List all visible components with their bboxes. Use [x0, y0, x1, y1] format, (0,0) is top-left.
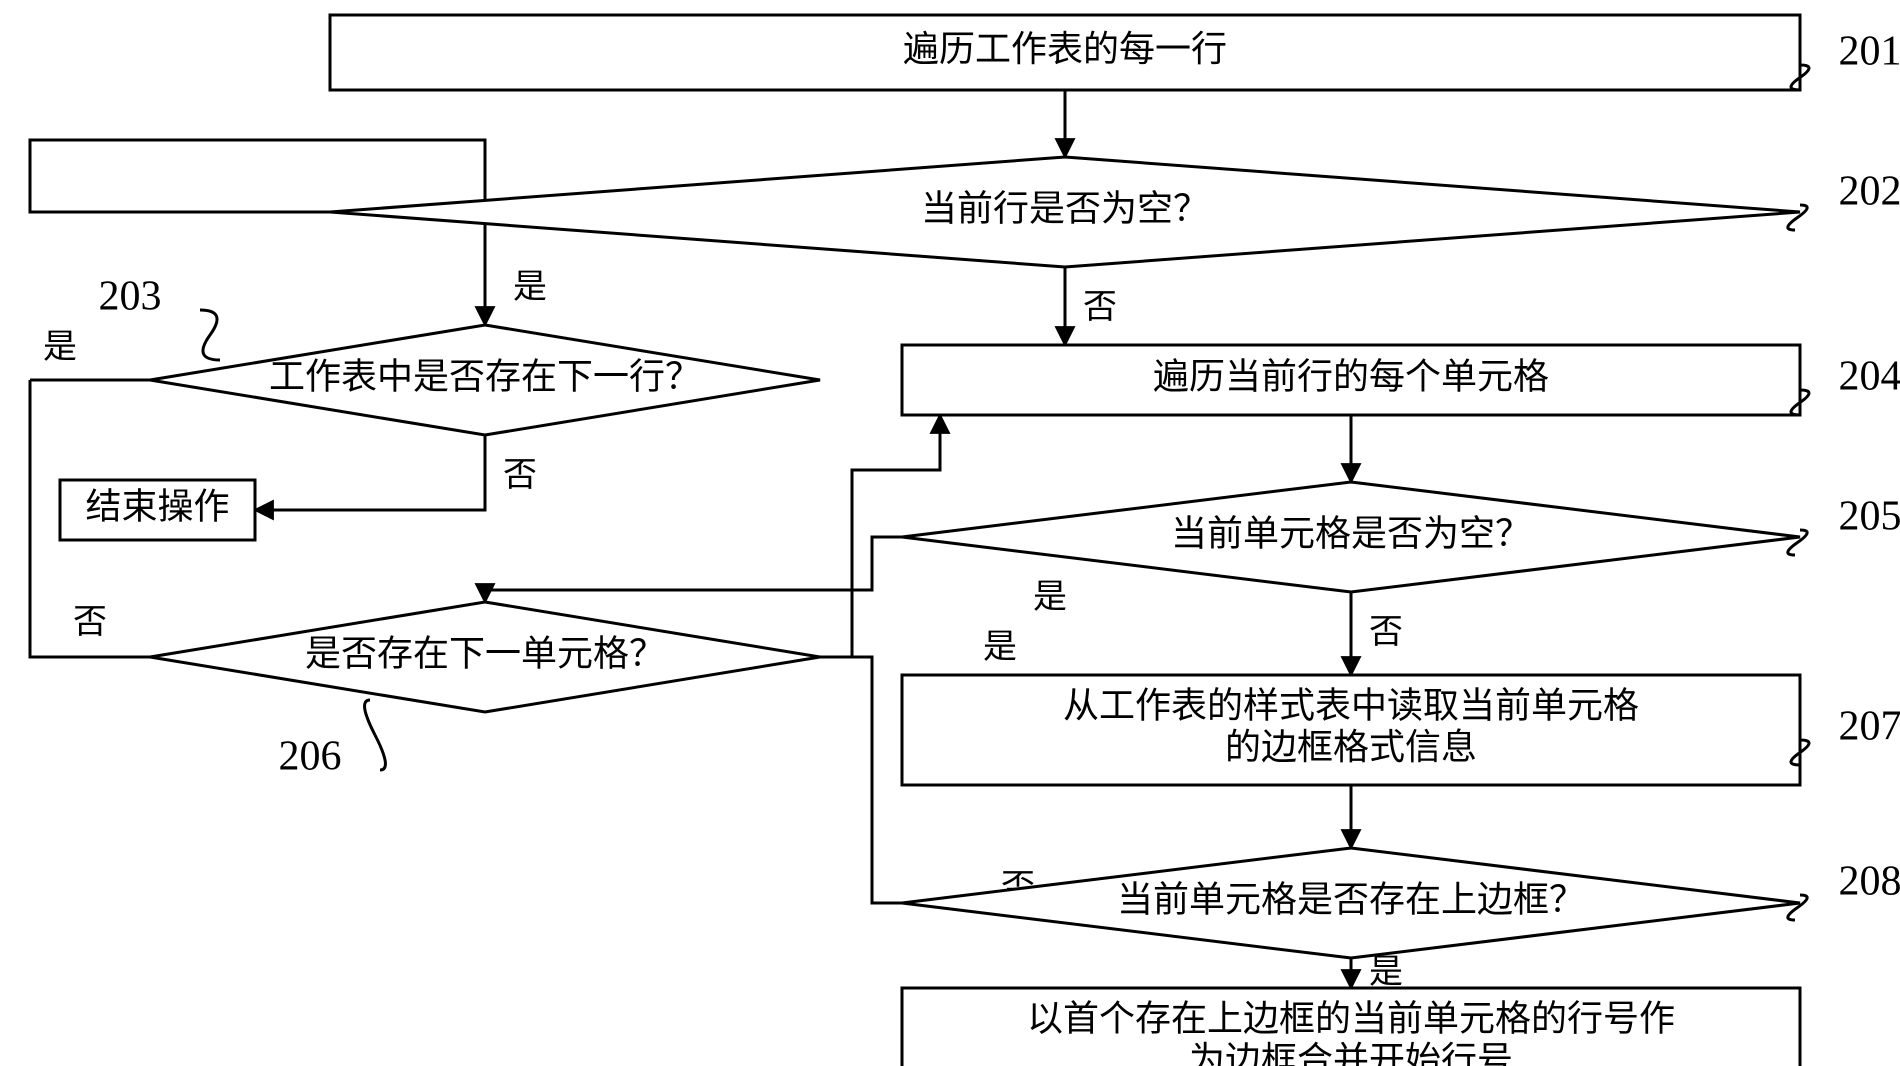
edge-label-e205-206-yes: 是	[1033, 579, 1067, 616]
edge-label-e208-209-yes: 是	[1369, 954, 1403, 991]
ref-curve-r208	[1788, 895, 1807, 920]
ref-r201: 201	[1839, 29, 1900, 75]
node-n205-text: 当前单元格是否为空？	[1171, 513, 1531, 553]
node-n202-text: 当前行是否为空？	[921, 188, 1209, 228]
node-n209-text: 为边框合并开始行号	[1189, 1040, 1513, 1066]
edge-label-e203-end-no: 否	[503, 457, 537, 494]
edge-label-e202-204-no: 否	[1083, 289, 1117, 326]
node-n208-text: 当前单元格是否存在上边框？	[1117, 879, 1585, 919]
edge-label-e203-loop-yes: 是	[43, 329, 77, 366]
edge-e208-206-no	[820, 657, 902, 903]
node-n204-text: 遍历当前行的每个单元格	[1153, 356, 1549, 396]
ref-curve-r203	[200, 310, 220, 360]
edge-e205-206-yes	[485, 537, 902, 602]
edge-label-e206-203-no: 否	[73, 604, 107, 641]
ref-r208: 208	[1839, 859, 1900, 905]
ref-curve-r202	[1788, 205, 1807, 230]
node-n201-text: 遍历工作表的每一行	[903, 29, 1227, 69]
ref-r206: 206	[279, 734, 342, 780]
edge-e203-end-no	[255, 435, 485, 510]
node-nEnd-text: 结束操作	[85, 486, 229, 526]
flowchart-canvas: 否是否是否是是否是否遍历工作表的每一行当前行是否为空？工作表中是否存在下一行？遍…	[0, 0, 1900, 1066]
ref-r203: 203	[99, 274, 162, 320]
nodes-layer: 遍历工作表的每一行当前行是否为空？ 工作表中是否存在下一行？ 遍历当前行的每个单元格…	[60, 15, 1800, 1066]
node-n207-text: 从工作表的样式表中读取当前单元格	[1063, 686, 1639, 726]
ref-r202: 202	[1839, 169, 1900, 215]
node-n209-text: 以首个存在上边框的当前单元格的行号作	[1027, 999, 1675, 1039]
edge-label-e205-207-no: 否	[1369, 614, 1403, 651]
node-n207-text: 的边框格式信息	[1225, 727, 1477, 767]
ref-r205: 205	[1839, 494, 1900, 540]
node-n206-text: 是否存在下一单元格？	[305, 633, 665, 673]
ref-curve-r205	[1788, 530, 1807, 555]
edge-label-e206-loop-yes: 是	[983, 629, 1017, 666]
ref-r207: 207	[1839, 704, 1900, 750]
edge-label-e202-203-yes: 是	[513, 269, 547, 306]
ref-r204: 204	[1839, 354, 1900, 400]
node-n203-text: 工作表中是否存在下一行？	[269, 356, 701, 396]
ref-curve-r206	[365, 700, 386, 770]
